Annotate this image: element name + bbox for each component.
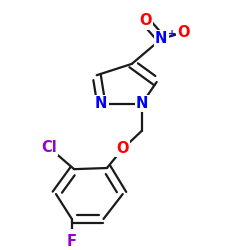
Text: Cl: Cl [41, 140, 57, 155]
Text: N: N [136, 96, 148, 111]
Text: F: F [67, 234, 77, 249]
Text: O: O [178, 25, 190, 40]
Text: O: O [139, 14, 151, 28]
Text: +: + [168, 30, 176, 40]
Text: N: N [155, 32, 168, 46]
Text: N: N [95, 96, 108, 111]
Text: O: O [116, 141, 129, 156]
